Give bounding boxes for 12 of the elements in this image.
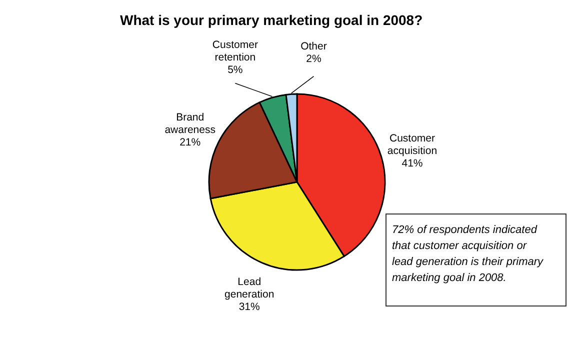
slice-label: Lead generation (224, 276, 274, 301)
slice-label: Brand awareness (164, 112, 216, 136)
data-label: 21% (180, 136, 201, 149)
data-label: 31% (238, 301, 260, 314)
chart-title: What is your primary marketing goal in 2008? (120, 12, 423, 28)
data-label: 2% (306, 52, 322, 65)
data-label: 5% (228, 64, 243, 76)
text: 72% of respondents indicated that customer acquisition or lead generation is their primary marketing goal in 2008. (392, 224, 545, 284)
data-label: 41% (402, 158, 423, 170)
slice-label: Customer acquisition (387, 132, 438, 158)
slice-label: Other (300, 40, 328, 52)
slice-label: Customer retention (212, 39, 258, 64)
